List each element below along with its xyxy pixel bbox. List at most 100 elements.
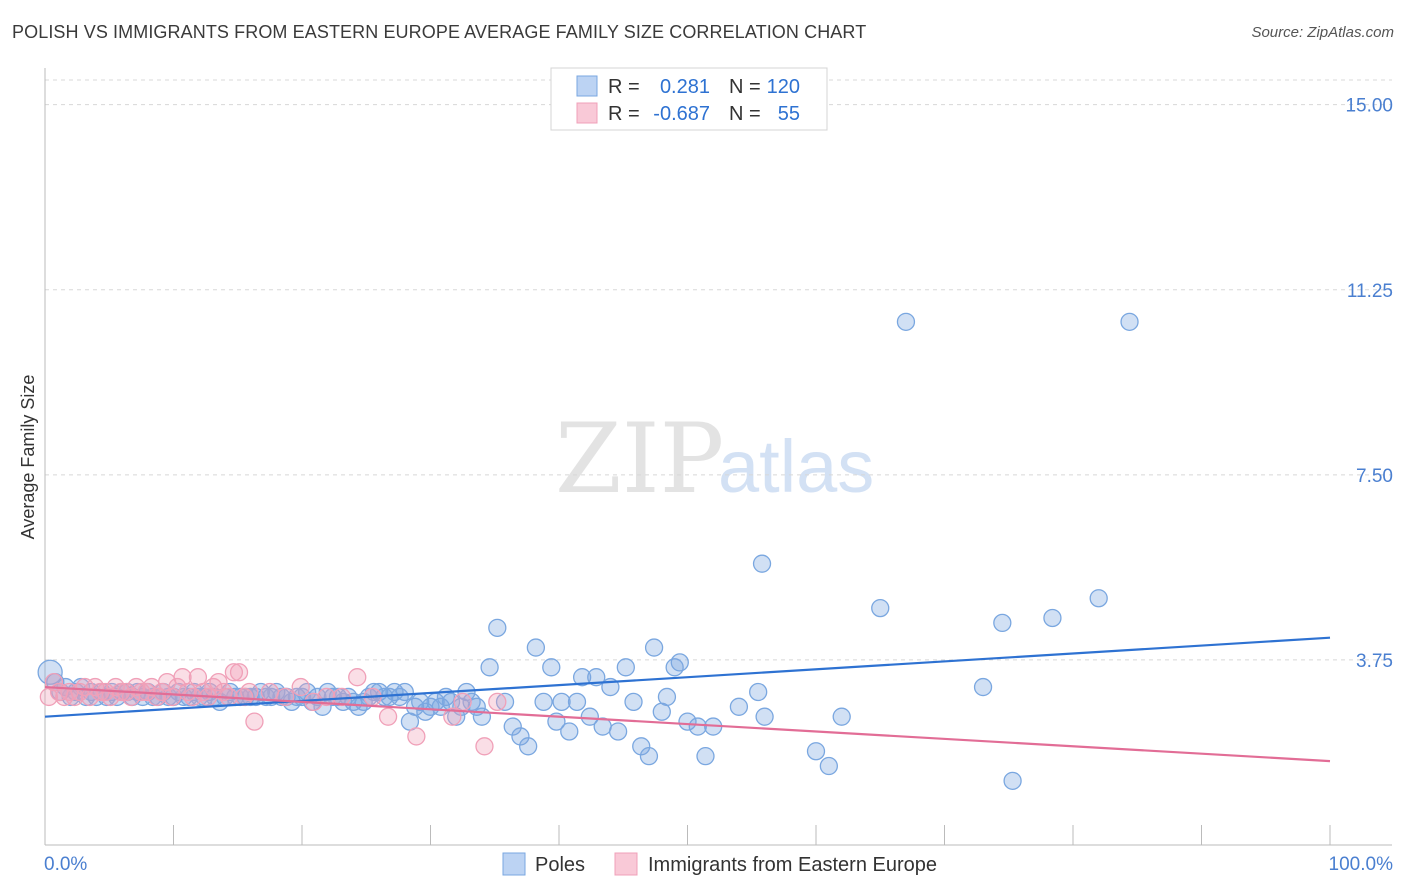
immigrants-point — [224, 663, 244, 682]
poles-point — [542, 658, 561, 677]
poles-point — [973, 677, 993, 697]
poles-point — [390, 687, 409, 707]
axes — [44, 68, 1392, 846]
immigrants-point — [378, 707, 398, 726]
poles-point — [755, 707, 774, 726]
immigrants-point — [260, 682, 280, 702]
source-label: Source: ZipAtlas.com — [1251, 24, 1394, 41]
poles-point — [871, 598, 890, 618]
watermark-atlas: atlas — [718, 425, 874, 508]
bottom-legend-poles: Poles — [535, 854, 585, 876]
poles-point — [896, 312, 916, 331]
poles-point — [749, 682, 768, 702]
x-tick-label-max: 100.0% — [1329, 854, 1394, 875]
poles-point — [1003, 771, 1022, 790]
poles-point — [657, 687, 677, 707]
poles-point — [519, 737, 538, 756]
immigrants-point — [240, 682, 259, 702]
poles-point — [572, 668, 592, 687]
legend-r-label-2: R = — [608, 103, 640, 125]
y-tick-label: 11.25 — [1347, 281, 1393, 302]
immigrants-point — [475, 737, 494, 756]
poles-point — [534, 692, 553, 712]
immigrants-point — [348, 668, 367, 687]
legend-r-label-1: R = — [608, 76, 640, 98]
poles-point — [993, 613, 1012, 633]
poles-point — [480, 658, 499, 677]
x-tick-label-min: 0.0% — [44, 854, 87, 875]
poles-point — [644, 638, 664, 657]
immigrants-point — [488, 692, 507, 712]
immigrants-point — [317, 687, 336, 707]
immigrants-point — [407, 727, 426, 746]
poles-point — [1089, 589, 1108, 608]
poles-point — [395, 682, 414, 702]
legend-n-value-2: 55 — [778, 103, 800, 125]
immigrants-point — [229, 663, 249, 682]
poles-point — [1120, 312, 1139, 331]
watermark-zip: ZIP — [555, 403, 724, 515]
correlation-legend: R = 0.281 N = 120 R = -0.687 N = 55 — [550, 67, 828, 131]
poles-point — [678, 712, 697, 731]
poles-point — [632, 737, 651, 756]
immigrants-point — [453, 692, 472, 712]
bottom-legend-immigrants: Immigrants from Eastern Europe — [648, 854, 937, 876]
legend-n-label-1: N = — [729, 76, 761, 98]
grid-lines — [45, 79, 1392, 661]
poles-point — [616, 658, 635, 677]
poles-point — [580, 707, 599, 726]
poles-point — [37, 659, 63, 685]
bottom-legend-swatch-immigrants — [614, 852, 638, 876]
chart-title: POLISH VS IMMIGRANTS FROM EASTERN EUROPE… — [12, 22, 867, 42]
legend-r-value-1: 0.281 — [660, 76, 710, 98]
immigrants-point — [85, 677, 105, 697]
poles-point — [560, 722, 579, 741]
poles-point — [488, 618, 507, 637]
poles-point — [670, 653, 689, 672]
trend-lines — [44, 636, 1331, 763]
series-poles — [37, 312, 1139, 790]
poles-point — [806, 742, 826, 761]
poles-point — [472, 707, 492, 726]
poles-point — [511, 727, 530, 746]
poles-point — [624, 692, 643, 712]
poles-point — [639, 747, 659, 766]
poles-point — [495, 692, 515, 712]
tick-labels: 3.75 7.50 11.25 15.00 0.0% 100.0% — [44, 96, 1393, 875]
poles-point — [832, 707, 851, 726]
poles-point — [567, 692, 587, 712]
y-tick-label: 3.75 — [1356, 651, 1393, 672]
immigrants-point — [443, 707, 462, 726]
series-immigrants — [39, 663, 507, 756]
series-legend: Poles Immigrants from Eastern Europe — [502, 852, 937, 876]
poles-point — [608, 722, 628, 741]
legend-r-value-2: -0.687 — [653, 103, 710, 125]
immigrants-point — [245, 712, 264, 731]
poles-point — [752, 554, 772, 573]
immigrants-point — [204, 677, 223, 697]
poles-point — [552, 692, 571, 712]
immigrants-trend-line — [44, 685, 1331, 763]
legend-n-value-1: 120 — [767, 76, 800, 98]
legend-swatch-immigrants — [576, 102, 598, 124]
poles-trend-line — [44, 636, 1331, 718]
poles-point — [1043, 608, 1062, 628]
poles-point — [729, 697, 749, 716]
y-tick-label: 7.50 — [1356, 466, 1393, 487]
immigrants-point — [291, 677, 310, 697]
poles-point — [526, 638, 546, 657]
y-axis-title: Average Family Size — [18, 375, 38, 540]
poles-point — [819, 756, 838, 776]
poles-point — [503, 717, 522, 736]
poles-point — [421, 697, 440, 716]
y-tick-label: 15.00 — [1345, 96, 1393, 117]
legend-swatch-poles — [576, 75, 598, 97]
bottom-legend-swatch-poles — [502, 852, 526, 876]
poles-point — [665, 658, 684, 677]
poles-point — [696, 747, 715, 766]
poles-point — [688, 717, 707, 736]
immigrants-point — [209, 672, 228, 692]
legend-n-label-2: N = — [729, 103, 761, 125]
watermark: ZIP atlas — [555, 403, 874, 515]
